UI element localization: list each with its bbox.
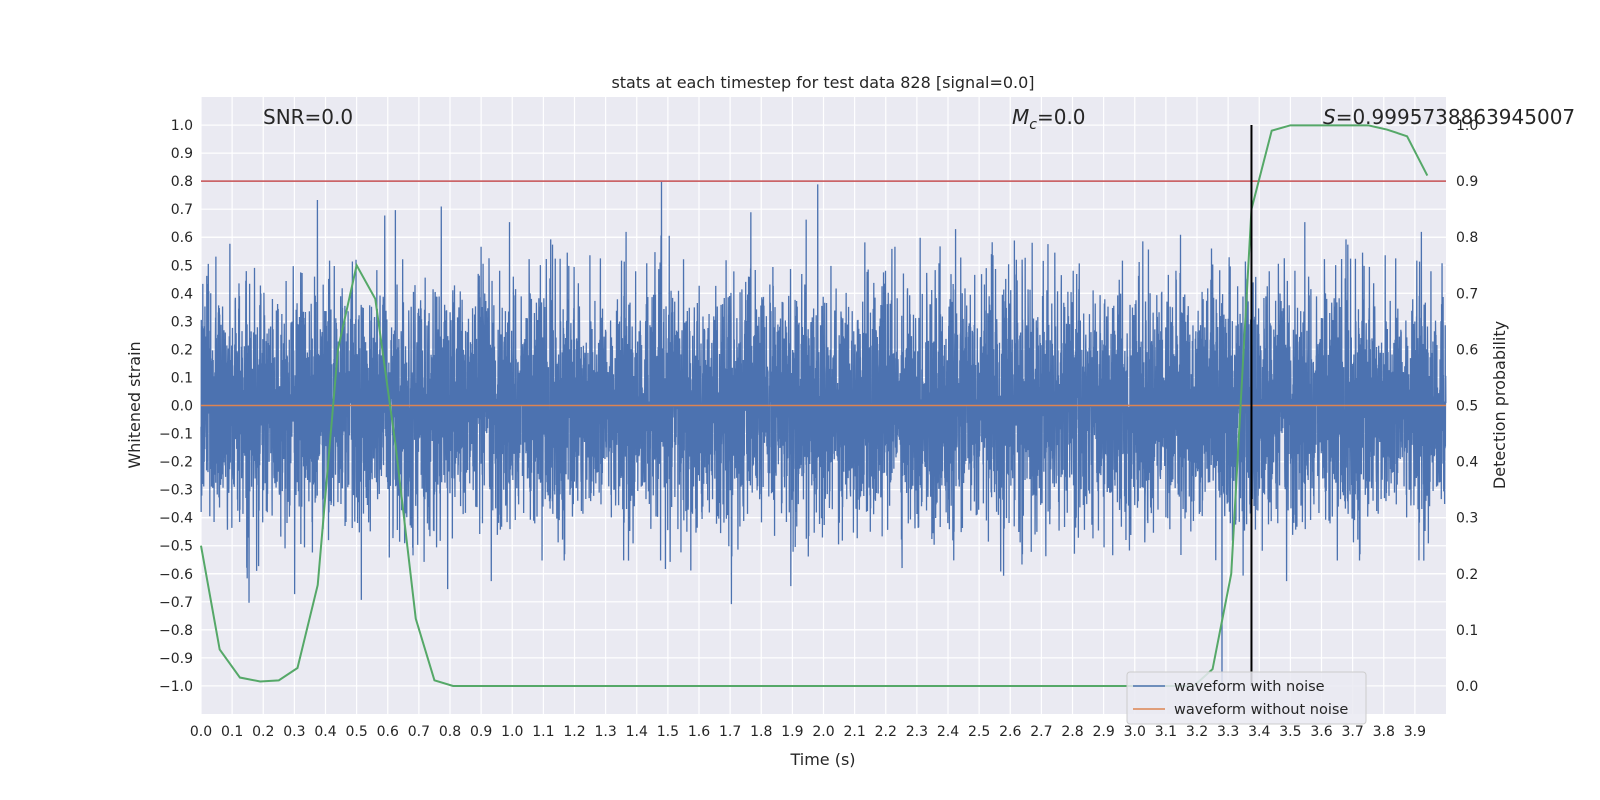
y-tick-label-3: −0.7 (159, 595, 193, 611)
x-tick-label-8: 0.8 (439, 724, 461, 740)
y-tick-label-19: 0.9 (171, 146, 193, 162)
x-tick-label-29: 2.9 (1092, 724, 1114, 740)
y-tick-label-11: 0.1 (171, 370, 193, 386)
y-tick-label-0: −1.0 (159, 679, 193, 695)
y-tick-label-18: 0.8 (171, 174, 193, 190)
x-tick-label-26: 2.6 (999, 724, 1021, 740)
series-waveform-with-noise (200, 181, 1447, 686)
x-tick-label-14: 1.4 (626, 724, 648, 740)
x-tick-label-2: 0.2 (252, 724, 274, 740)
y-tick-label-15: 0.5 (171, 258, 193, 274)
y-tick-label-17: 0.7 (171, 202, 193, 218)
x-tick-label-24: 2.4 (937, 724, 959, 740)
y-right-tick-label-5: 0.5 (1456, 399, 1478, 415)
x-tick-label-38: 3.8 (1373, 724, 1395, 740)
waveform-with-noise-path (200, 181, 1447, 686)
x-tick-label-25: 2.5 (968, 724, 990, 740)
x-tick-label-23: 2.3 (906, 724, 928, 740)
y-right-tick-label-6: 0.6 (1456, 342, 1478, 358)
x-tick-label-19: 1.9 (781, 724, 803, 740)
y-tick-label-12: 0.2 (171, 342, 193, 358)
y-tick-label-4: −0.6 (159, 567, 193, 583)
x-tick-label-18: 1.8 (750, 724, 772, 740)
x-tick-label-3: 0.3 (283, 724, 305, 740)
x-tick-label-36: 3.6 (1310, 724, 1332, 740)
y-tick-label-1: −0.9 (159, 651, 193, 667)
x-tick-label-4: 0.4 (314, 724, 336, 740)
snr-annotation: SNR=0.0 (263, 105, 353, 129)
x-tick-label-1: 0.1 (221, 724, 243, 740)
x-tick-label-30: 3.0 (1124, 724, 1146, 740)
x-tick-label-39: 3.9 (1404, 724, 1426, 740)
x-tick-label-34: 3.4 (1248, 724, 1270, 740)
x-tick-label-9: 0.9 (470, 724, 492, 740)
x-tick-label-5: 0.5 (345, 724, 367, 740)
x-axis-label: Time (s) (789, 750, 855, 769)
legend-label-waveform-without-noise: waveform without noise (1174, 702, 1348, 718)
y-tick-label-5: −0.5 (159, 539, 193, 555)
x-tick-label-11: 1.1 (532, 724, 554, 740)
legend: waveform with noise waveform without noi… (1126, 671, 1367, 725)
y-right-tick-label-1: 0.1 (1456, 623, 1478, 639)
y-right-tick-label-8: 0.8 (1456, 230, 1478, 246)
chart-title: stats at each timestep for test data 828… (611, 73, 1034, 92)
score-annotation: S=0.9995738863945007 (1323, 105, 1575, 129)
y-tick-label-16: 0.6 (171, 230, 193, 246)
y-right-tick-label-4: 0.4 (1456, 455, 1478, 471)
x-tick-label-28: 2.8 (1061, 724, 1083, 740)
x-tick-label-10: 1.0 (501, 724, 523, 740)
x-tick-label-33: 3.3 (1217, 724, 1239, 740)
x-tick-label-12: 1.2 (563, 724, 585, 740)
x-axis-ticks: 0.0 0.1 0.2 0.3 0.4 0.5 0.6 0.7 0.8 0.9 1.0 1.1 1.2 1… (190, 724, 1426, 740)
x-tick-label-35: 3.5 (1279, 724, 1301, 740)
y-right-tick-label-2: 0.2 (1456, 567, 1478, 583)
x-tick-label-0: 0.0 (190, 724, 212, 740)
x-tick-label-6: 0.6 (377, 724, 399, 740)
y-tick-label-9: −0.1 (159, 427, 193, 443)
y-tick-label-8: −0.2 (159, 455, 193, 471)
y-right-tick-label-9: 0.9 (1456, 174, 1478, 190)
y-tick-label-14: 0.4 (171, 286, 193, 302)
y-tick-label-7: −0.3 (159, 483, 193, 499)
y-tick-label-10: 0.0 (171, 399, 193, 415)
legend-label-waveform-with-noise: waveform with noise (1174, 679, 1325, 695)
y-axis-left-label: Whitened strain (125, 341, 144, 468)
y-axis-left-ticks: −1.0 −0.9 −0.8 −0.7 −0.6 −0.5 −0.4 −0.3 −0.2 −0.1… (159, 118, 193, 695)
y-right-tick-label-3: 0.3 (1456, 511, 1478, 527)
y-tick-label-13: 0.3 (171, 314, 193, 330)
chirp-mass-annotation: Mc=0.0 (1012, 105, 1086, 133)
y-axis-right-label: Detection probability (1490, 321, 1509, 489)
y-tick-label-20: 1.0 (171, 118, 193, 134)
x-tick-label-31: 3.1 (1155, 724, 1177, 740)
y-right-tick-label-7: 0.7 (1456, 286, 1478, 302)
x-tick-label-27: 2.7 (1030, 724, 1052, 740)
y-right-tick-label-10: 1.0 (1456, 118, 1478, 134)
y-right-tick-label-0: 0.0 (1456, 679, 1478, 695)
x-tick-label-32: 3.2 (1186, 724, 1208, 740)
x-tick-label-22: 2.2 (875, 724, 897, 740)
legend-box (1126, 671, 1367, 725)
x-tick-label-7: 0.7 (408, 724, 430, 740)
x-tick-label-20: 2.0 (812, 724, 834, 740)
x-tick-label-13: 1.3 (594, 724, 616, 740)
x-tick-label-37: 3.7 (1341, 724, 1363, 740)
y-axis-right-ticks: 0.0 0.1 0.2 0.3 0.4 0.5 0.6 0.7 0.8 0.9 1.0 (1456, 118, 1478, 695)
y-tick-label-6: −0.4 (159, 511, 193, 527)
x-tick-label-15: 1.5 (657, 724, 679, 740)
x-tick-label-16: 1.6 (688, 724, 710, 740)
series-detection-probability (200, 124, 1429, 687)
y-tick-label-2: −0.8 (159, 623, 193, 639)
x-tick-label-17: 1.7 (719, 724, 741, 740)
x-tick-label-21: 2.1 (843, 724, 865, 740)
